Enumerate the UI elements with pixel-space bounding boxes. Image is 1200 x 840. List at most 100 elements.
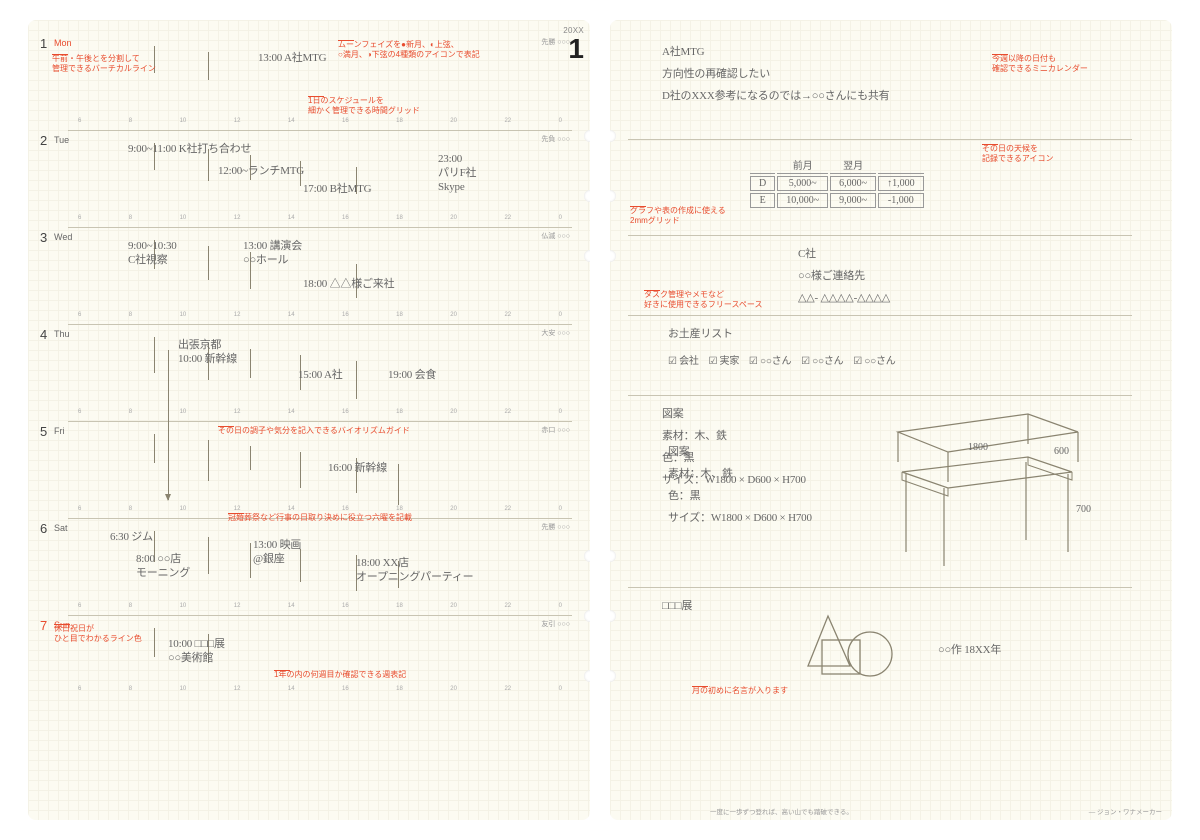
handwritten-entry: 13:00 講演会 ○○ホール	[243, 240, 302, 268]
day-name: Thu	[54, 329, 70, 339]
callout-annotation: ムーンフェイズを●新月、◐上弦、○満月、◑下弦の4種類のアイコンで表記	[338, 40, 480, 61]
note-block: A社MTG 方向性の再確認したい D社のXXX参考になるのでは→○○さんにも共有	[628, 34, 1132, 140]
callout-annotation: その日の調子や気分を記入できるバイオリズムガイド	[218, 426, 410, 436]
comparison-table: 前月翌月D5,000~6,000~↑1,000E10,000~9,000~-1,…	[748, 154, 926, 210]
callout-annotation: 1日のスケジュールを細かく管理できる時間グリッド	[308, 96, 420, 117]
day-number: 4	[40, 327, 47, 342]
handwritten-entry: 13:00 映画 @銀座	[253, 539, 301, 567]
callout-annotation: グラフや表の作成に使える2mmグリッド	[630, 206, 726, 227]
day-name: Wed	[54, 232, 72, 242]
trip-arrow	[168, 350, 169, 500]
hour-scale: 68101214161820220	[68, 603, 572, 613]
time-marker	[250, 543, 251, 578]
note-line: 素材：木、鉄	[662, 430, 727, 444]
spec-line: 図案	[668, 446, 690, 460]
handwritten-entry: 15:00 A社	[298, 369, 343, 383]
handwritten-entry: 13:00 A社MTG	[258, 52, 326, 66]
day-row: 2Tue先負 ○○○9:00~11:00 K社打ち合わせ12:00~ランチMTG…	[68, 131, 572, 228]
checklist: ☑ 会社 ☑ 実家 ☑ ○○さん ☑ ○○さん ☑ ○○さん	[668, 356, 896, 369]
note-line: C社	[798, 248, 816, 262]
rokuyou-label: 先勝 ○○○	[541, 37, 570, 47]
time-marker	[250, 446, 251, 470]
handwritten-entry: 19:00 会食	[388, 369, 436, 383]
rokuyou-label: 友引 ○○○	[541, 619, 570, 629]
time-marker	[154, 628, 155, 657]
hour-scale: 68101214161820220	[68, 312, 572, 322]
artwork-caption: ○○作 18XX年	[938, 644, 1001, 658]
hour-scale: 68101214161820220	[68, 118, 572, 128]
svg-text:1800: 1800	[968, 442, 988, 453]
day-number: 5	[40, 424, 47, 439]
time-marker	[208, 52, 209, 80]
callout-annotation: その日の天候を記録できるアイコン	[982, 144, 1053, 165]
note-line: A社MTG	[662, 46, 704, 60]
svg-text:700: 700	[1076, 504, 1091, 515]
time-marker	[356, 361, 357, 399]
handwritten-entry: 12:00~ランチMTG	[218, 165, 304, 179]
day-number: 2	[40, 133, 47, 148]
callout-annotation: 今週以降の日付も確認できるミニカレンダー	[992, 54, 1088, 75]
day-row: 7Sun友引 ○○○10:00 □□□展 ○○美術館68101214161820…	[68, 616, 572, 698]
handwritten-entry: 18:00 XX店 オープニングパーティー	[356, 557, 473, 585]
time-marker	[208, 246, 209, 280]
note-line: 図案	[662, 408, 684, 422]
callout-annotation: 午前・午後とを分割して管理できるバーチカルライン	[52, 54, 156, 75]
note-block: 図案素材：木、鉄色：黒サイズ：W1800 × D600 × H700 1800 …	[628, 396, 1132, 588]
day-row: 6Sat先勝 ○○○6:30 ジム8:00 ○○店 モーニング13:00 映画 …	[68, 519, 572, 616]
time-marker	[398, 464, 399, 505]
note-line: D社のXXX参考になるのでは→○○さんにも共有	[662, 90, 889, 104]
day-row: 4Thu大安 ○○○出張京都 10:00 新幹線15:00 A社19:00 会食…	[68, 325, 572, 422]
day-number: 6	[40, 521, 47, 536]
day-number: 3	[40, 230, 47, 245]
footer-author: ― ジョン・ワナメーカー	[1089, 806, 1162, 816]
handwritten-entry: 6:30 ジム	[110, 531, 153, 545]
time-marker	[208, 440, 209, 481]
note-block: お土産リスト ☑ 会社 ☑ 実家 ☑ ○○さん ☑ ○○さん ☑ ○○さん	[628, 316, 1132, 396]
callout-annotation: 1年の内の何週目か確認できる週表記	[274, 670, 406, 680]
handwritten-entry: 9:00~11:00 K社打ち合わせ	[128, 143, 251, 157]
time-marker	[154, 434, 155, 463]
handwritten-entry: 18:00 △△様ご来社	[303, 278, 394, 292]
callout-annotation: 冠婚葬祭など行事の日取り決めに役立つ六曜を記載	[228, 513, 412, 523]
handwritten-entry: 出張京都 10:00 新幹線	[178, 339, 237, 367]
note-line: ○○様ご連絡先	[798, 270, 865, 284]
footer-quote: 一度に一歩ずつ登れば、高い山でも踏破できる。	[710, 806, 853, 816]
handwritten-entry: 23:00 パリF社 Skype	[438, 153, 476, 194]
handwritten-entry: 8:00 ○○店 モーニング	[136, 553, 190, 581]
day-row: 3Wed仏滅 ○○○9:00~10:30 C社視察13:00 講演会 ○○ホール…	[68, 228, 572, 325]
day-row: 5Fri赤口 ○○○16:00 新幹線68101214161820220	[68, 422, 572, 519]
note-line: 方向性の再確認したい	[662, 68, 770, 82]
rokuyou-label: 赤口 ○○○	[541, 425, 570, 435]
time-marker	[300, 452, 301, 488]
spec-line: 素材：木、鉄	[668, 468, 733, 482]
right-page: PLOTTER ☀ ☁ ☂ ❄1234567891011121314 ☀ ☁ ☂…	[610, 20, 1172, 820]
day-name: Sat	[54, 523, 68, 533]
note-block: □□□展 ○○作 18XX年	[628, 588, 1132, 698]
svg-text:600: 600	[1054, 446, 1069, 457]
callout-annotation: 休日祝日がひと目でわかるライン色	[54, 624, 142, 645]
desk-sketch: 1800 600 700	[878, 402, 1098, 572]
rokuyou-label: 大安 ○○○	[541, 328, 570, 338]
spec-line: サイズ：W1800 × D600 × H700	[668, 512, 812, 526]
hour-scale: 68101214161820220	[68, 215, 572, 225]
day-number: 1	[40, 36, 47, 51]
list-title: お土産リスト	[668, 328, 733, 342]
callout-annotation: 月の初めに名言が入ります	[692, 686, 788, 696]
time-marker	[208, 537, 209, 574]
day-name: Tue	[54, 135, 69, 145]
day-number: 7	[40, 618, 47, 633]
note-line: □□□展	[662, 600, 692, 614]
hour-scale: 68101214161820220	[68, 686, 572, 696]
handwritten-entry: 10:00 □□□展 ○○美術館	[168, 638, 225, 666]
left-page: 20XX 1 1Mon先勝 ○○○13:00 A社MTG681012141618…	[28, 20, 590, 820]
rokuyou-label: 仏滅 ○○○	[541, 231, 570, 241]
rokuyou-label: 先勝 ○○○	[541, 522, 570, 532]
day-name: Mon	[54, 38, 72, 48]
rokuyou-label: 先負 ○○○	[541, 134, 570, 144]
time-marker	[154, 337, 155, 373]
handwritten-entry: 9:00~10:30 C社視察	[128, 240, 177, 268]
day-name: Fri	[54, 426, 65, 436]
note-line: △△- △△△△-△△△△	[798, 292, 890, 306]
shapes-sketch	[778, 606, 918, 686]
callout-annotation: タスク管理やメモなど好きに使用できるフリースペース	[644, 290, 762, 311]
